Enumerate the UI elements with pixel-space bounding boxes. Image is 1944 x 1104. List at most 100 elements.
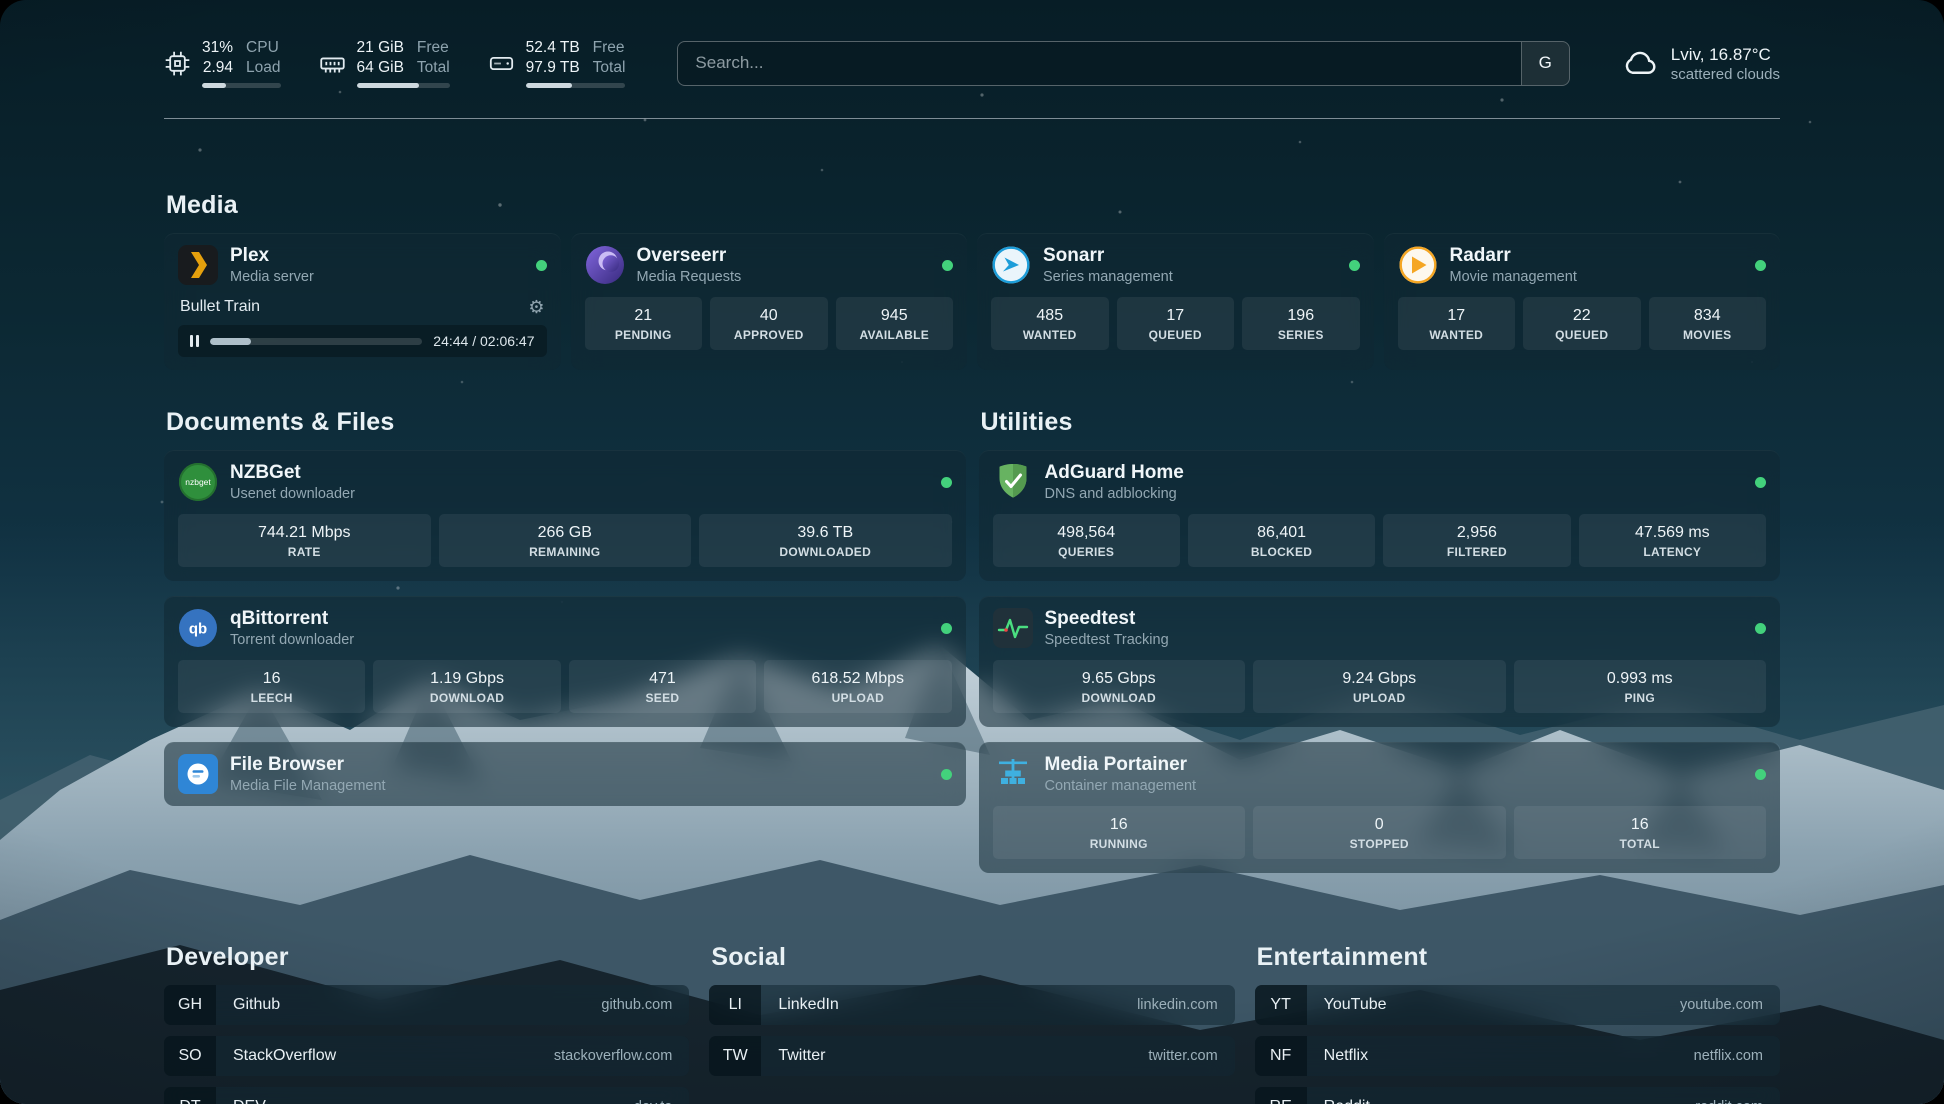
section-media: Media Plex Media server xyxy=(164,191,1781,371)
service-card-sonarr: Sonarr Series management 485 WANTED 17 Q… xyxy=(977,233,1374,371)
service-name: qBittorrent xyxy=(230,608,329,630)
stat-wanted: 17 WANTED xyxy=(1397,297,1515,351)
service-link-speedtest[interactable]: Speedtest Speedtest Tracking xyxy=(979,596,1781,660)
section-social: Social LI LinkedIn linkedin.com TW Twitt… xyxy=(709,943,1235,1104)
service-card-adguard: AdGuard Home DNS and adblocking 498,564 … xyxy=(978,450,1781,582)
service-link-adguard[interactable]: AdGuard Home DNS and adblocking xyxy=(979,450,1781,514)
bookmark-url: youtube.com xyxy=(1679,997,1763,1014)
search-provider-button[interactable]: G xyxy=(1520,41,1569,85)
stat-leech: 16 LEECH xyxy=(178,660,366,714)
bookmark-dev[interactable]: DT DEV dev.to xyxy=(164,1087,690,1104)
bookmark-twitter[interactable]: TW Twitter twitter.com xyxy=(709,1036,1235,1077)
section-title-developer: Developer xyxy=(166,943,289,972)
status-dot xyxy=(940,622,952,634)
service-subtitle: Movie management xyxy=(1449,269,1577,286)
service-subtitle: Torrent downloader xyxy=(230,632,355,649)
disk-usage-bar xyxy=(525,83,626,89)
bookmark-stackoverflow[interactable]: SO StackOverflow stackoverflow.com xyxy=(164,1036,690,1077)
status-dot xyxy=(940,768,952,780)
bookmark-abbr: NF xyxy=(1254,1036,1307,1077)
service-subtitle: Speedtest Tracking xyxy=(1044,632,1169,649)
service-subtitle: Series management xyxy=(1043,269,1173,286)
section-title-social: Social xyxy=(711,943,787,972)
now-playing-title: Bullet Train xyxy=(180,298,261,316)
weather-condition: scattered clouds xyxy=(1670,65,1780,83)
stat-queued: 17 QUEUED xyxy=(1116,297,1234,351)
stat-download: 9.65 Gbps DOWNLOAD xyxy=(992,660,1245,714)
service-link-nzbget[interactable]: nzbget NZBGet Usenet downloader xyxy=(164,450,966,514)
gear-icon[interactable]: ⚙ xyxy=(528,297,545,318)
service-link-sonarr[interactable]: Sonarr Series management xyxy=(977,233,1374,297)
bookmark-name: LinkedIn xyxy=(778,996,839,1014)
bookmark-abbr: SO xyxy=(164,1036,216,1077)
bookmark-abbr: GH xyxy=(164,985,216,1026)
stat-download: 1.19 Gbps DOWNLOAD xyxy=(373,660,561,714)
stat-upload: 618.52 Mbps UPLOAD xyxy=(764,660,952,714)
bookmark-github[interactable]: GH Github github.com xyxy=(164,985,690,1026)
section-title-utilities: Utilities xyxy=(980,408,1073,437)
cpu-widget: 31% 2.94 CPU Load xyxy=(164,38,281,89)
bookmark-youtube[interactable]: YT YouTube youtube.com xyxy=(1254,985,1780,1026)
stat-approved: 40 APPROVED xyxy=(710,297,828,351)
stat-latency: 47.569 ms LATENCY xyxy=(1578,514,1766,568)
playback-progress-bar xyxy=(210,337,423,345)
cpu-label-2: Load xyxy=(246,59,281,77)
pause-icon[interactable] xyxy=(190,335,199,348)
service-card-plex: Plex Media server Bullet Train ⚙ xyxy=(164,233,561,371)
plex-now-playing: Bullet Train ⚙ 24:44 / 02:06:47 xyxy=(164,297,561,370)
service-subtitle: Container management xyxy=(1044,778,1197,795)
memory-total: 64 GiB xyxy=(356,59,404,77)
header-divider xyxy=(164,118,1780,120)
bookmark-linkedin[interactable]: LI LinkedIn linkedin.com xyxy=(709,985,1235,1026)
disk-icon xyxy=(488,50,515,77)
speedtest-icon xyxy=(992,608,1033,649)
cpu-icon xyxy=(164,50,191,77)
weather-location: Lviv, 16.87°C xyxy=(1670,44,1771,64)
status-dot xyxy=(535,259,547,271)
disk-total: 97.9 TB xyxy=(525,59,580,77)
bookmark-name: Reddit xyxy=(1307,1098,1387,1104)
memory-label: Free xyxy=(416,39,449,56)
service-name: AdGuard Home xyxy=(1044,462,1184,484)
bookmark-abbr: LI xyxy=(709,985,762,1026)
resource-widgets: 31% 2.94 CPU Load xyxy=(164,38,626,89)
cpu-percent: 31% xyxy=(202,39,234,56)
memory-usage-bar xyxy=(356,83,450,89)
service-link-overseerr[interactable]: Overseerr Media Requests xyxy=(571,233,968,297)
bookmark-abbr: TW xyxy=(709,1036,762,1077)
search-input[interactable] xyxy=(678,41,1521,85)
service-name: Sonarr xyxy=(1043,245,1105,267)
stat-seed: 471 SEED xyxy=(568,660,757,714)
bookmark-url: linkedin.com xyxy=(1137,997,1218,1014)
disk-free: 52.4 TB xyxy=(525,39,580,56)
bookmark-url: twitter.com xyxy=(1148,1048,1218,1065)
service-card-qbittorrent: qb qBittorrent Torrent downloader 16 xyxy=(164,596,966,728)
service-link-filebrowser[interactable]: File Browser Media File Management xyxy=(164,742,966,806)
stat-queued: 22 QUEUED xyxy=(1523,297,1641,351)
service-link-qbittorrent[interactable]: qb qBittorrent Torrent downloader xyxy=(164,596,966,660)
service-name: Plex xyxy=(230,245,270,267)
section-title-media: Media xyxy=(166,191,238,220)
service-card-radarr: Radarr Movie management 17 WANTED 22 QUE… xyxy=(1383,233,1781,371)
service-link-radarr[interactable]: Radarr Movie management xyxy=(1384,233,1781,297)
cpu-usage-bar xyxy=(202,83,281,89)
stat-queries: 498,564 QUERIES xyxy=(992,514,1180,568)
service-link-plex[interactable]: Plex Media server xyxy=(164,233,561,297)
plex-icon xyxy=(178,245,218,286)
bookmark-netflix[interactable]: NF Netflix netflix.com xyxy=(1254,1036,1780,1077)
service-name: Speedtest xyxy=(1044,608,1136,630)
bookmark-reddit[interactable]: RE Reddit reddit.com xyxy=(1254,1087,1780,1104)
cpu-label: CPU xyxy=(246,39,279,56)
section-title-documents: Documents & Files xyxy=(166,408,395,437)
bookmark-url: dev.to xyxy=(634,1099,689,1104)
cpu-load: 2.94 xyxy=(202,59,234,77)
svg-text:qb: qb xyxy=(189,621,207,638)
bookmark-name: Netflix xyxy=(1323,1047,1369,1065)
playback-time: 24:44 / 02:06:47 xyxy=(433,333,535,350)
bookmark-abbr: RE xyxy=(1254,1087,1307,1104)
status-dot xyxy=(1755,768,1766,780)
bookmark-abbr: YT xyxy=(1254,985,1307,1026)
status-dot xyxy=(1755,476,1766,488)
service-link-portainer[interactable]: Media Portainer Container management xyxy=(979,742,1781,806)
